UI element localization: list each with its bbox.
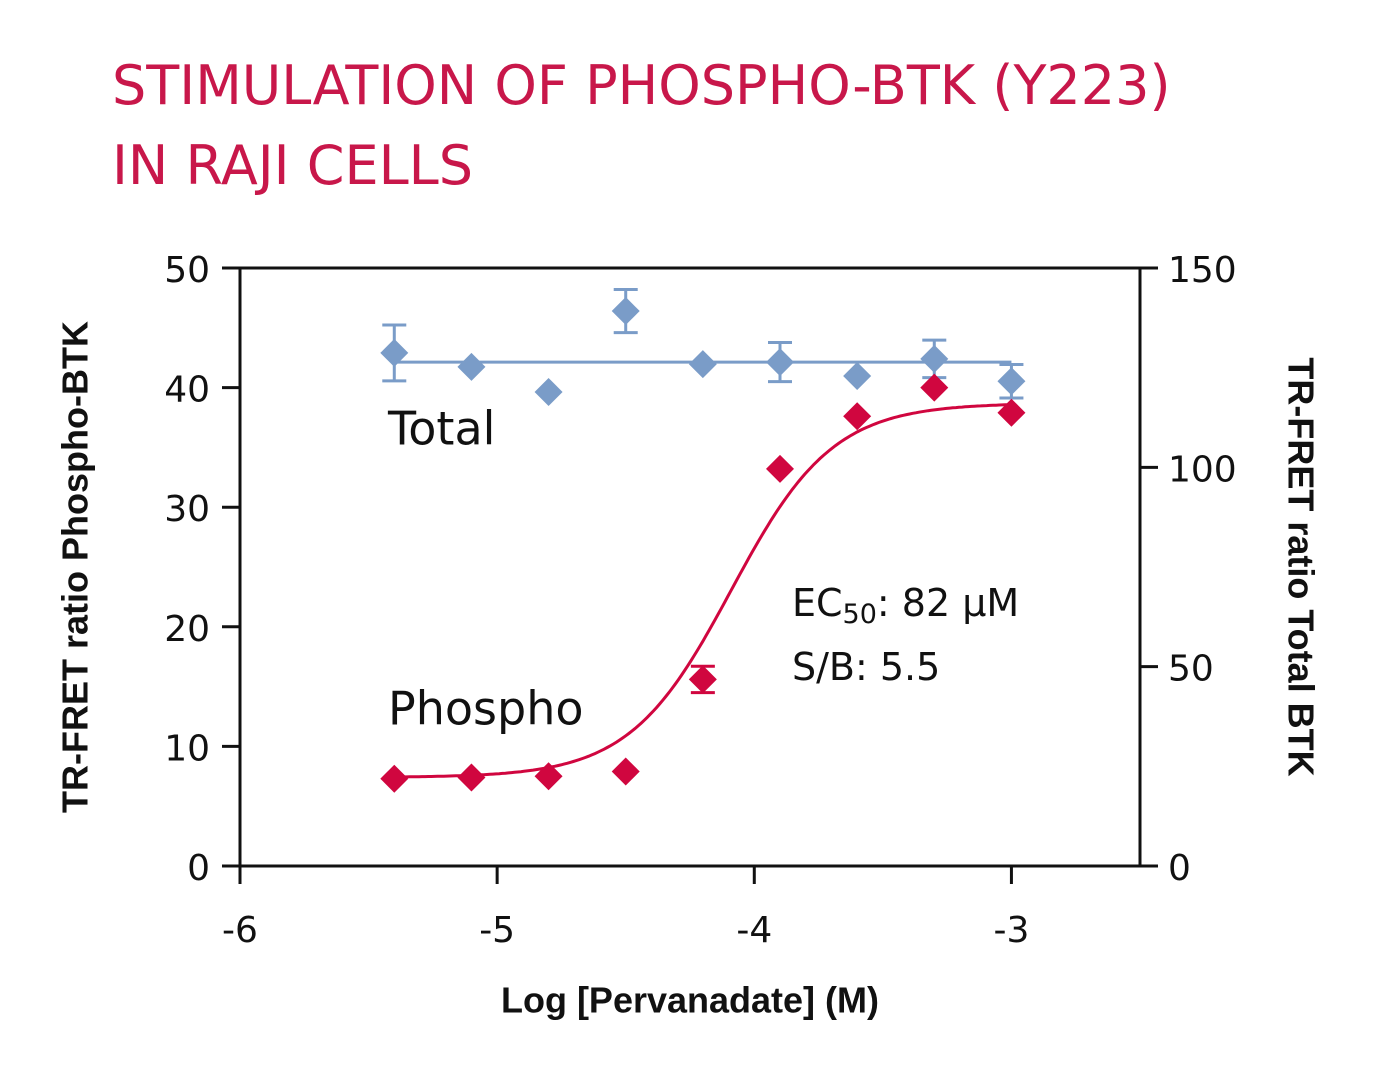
y-axis-label: TR-FRET ratio Phospho-BTK <box>55 321 96 813</box>
annotation: S/B: 5.5 <box>792 645 940 689</box>
y2-axis-label: TR-FRET ratio Total BTK <box>1280 357 1321 776</box>
x-tick-label: -4 <box>736 910 772 951</box>
y-tick-label: 0 <box>187 848 210 889</box>
point <box>843 402 872 431</box>
y-tick-label: 40 <box>164 370 210 411</box>
chart-title: IN RAJI CELLS <box>112 134 473 197</box>
point <box>611 297 640 326</box>
plot-frame <box>238 266 1142 868</box>
fit-curve <box>394 403 1012 779</box>
x-axis-label: Log [Pervanadate] (M) <box>501 980 879 1021</box>
x-tick-label: -3 <box>993 910 1029 951</box>
point <box>457 763 486 792</box>
point <box>534 762 563 791</box>
y-tick-label: 50 <box>164 250 210 291</box>
y-tick-label: 20 <box>164 609 210 650</box>
point <box>611 757 640 786</box>
annotation-part: S/B: 5.5 <box>792 645 940 689</box>
annotation-part: EC <box>792 581 843 625</box>
point <box>688 665 717 694</box>
point <box>766 348 794 377</box>
y2-tick-label: 0 <box>1168 848 1191 889</box>
y2-tick-label: 100 <box>1168 449 1237 490</box>
annotation: EC50: 82 µM <box>792 581 1019 630</box>
point <box>997 367 1026 396</box>
series-label: Total <box>387 402 495 456</box>
y-tick-label: 30 <box>164 489 210 530</box>
point <box>380 338 409 367</box>
x-tick-label: -5 <box>479 910 515 951</box>
point <box>920 344 949 373</box>
series-label: Phospho <box>388 682 584 736</box>
point <box>997 398 1026 427</box>
point <box>920 373 949 402</box>
y-tick-label: 10 <box>164 728 210 769</box>
point <box>457 352 486 381</box>
point <box>688 350 717 379</box>
y2-tick-label: 150 <box>1168 250 1237 291</box>
point <box>534 377 563 406</box>
y2-tick-label: 50 <box>1168 649 1214 690</box>
chart-title: STIMULATION OF PHOSPHO-BTK (Y223) <box>112 54 1171 117</box>
annotation-part: 50 <box>843 599 877 630</box>
point <box>380 764 409 793</box>
point <box>766 454 794 483</box>
point <box>843 362 872 391</box>
x-tick-label: -6 <box>222 910 258 951</box>
annotation-part: : 82 µM <box>877 581 1019 625</box>
